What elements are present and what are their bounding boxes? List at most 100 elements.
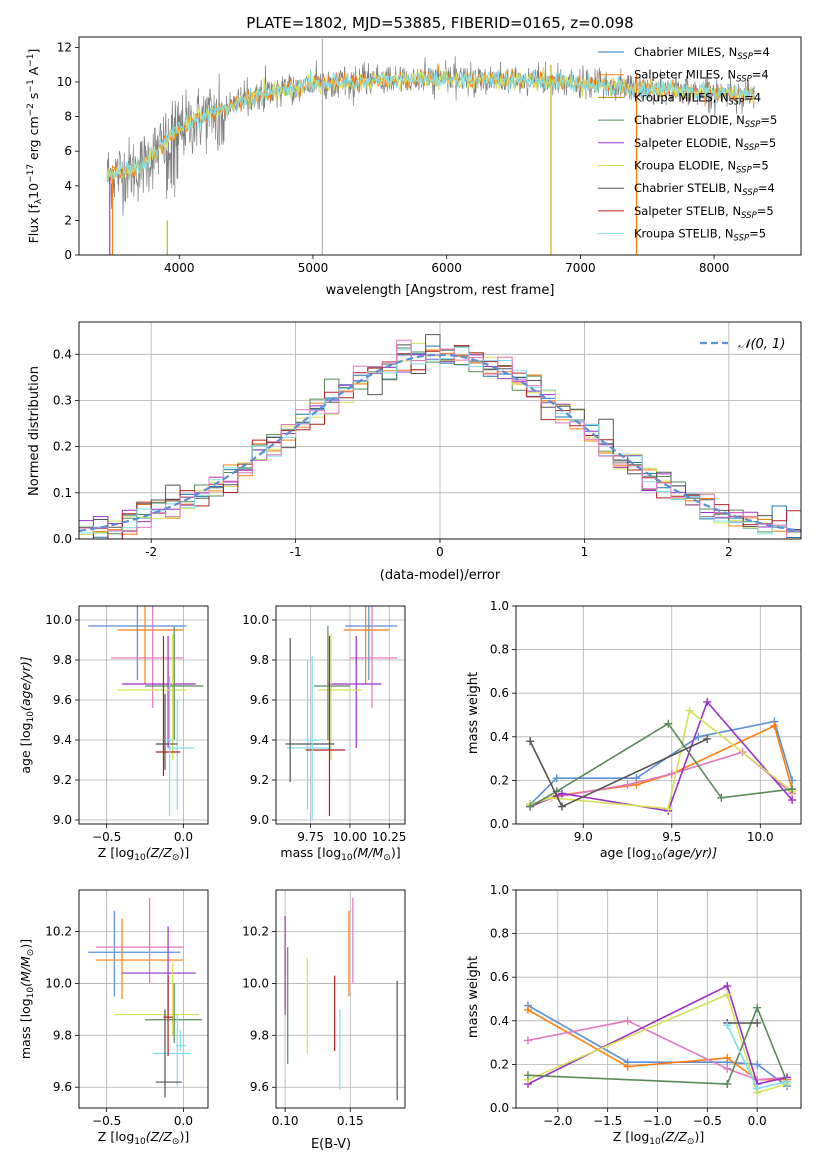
label-part: −1	[26, 79, 36, 92]
label-part: ⊙	[383, 853, 391, 863]
x-tick-label: 4000	[164, 261, 195, 275]
weight-marker	[723, 1053, 732, 1062]
weight-marker	[526, 737, 535, 746]
age-vs-metallicity-panel: −0.5 0.09.09.29.49.69.810.0Z [log10(Z/Z⊙)…	[18, 605, 209, 863]
legend-text: Salpeter ELODIE, N	[634, 136, 744, 150]
weight-marker	[664, 719, 673, 728]
y-tick-label: 0	[64, 248, 72, 262]
y-tick-label: 10.0	[242, 976, 269, 990]
weight-marker	[523, 1005, 532, 1014]
weight-marker	[723, 1021, 732, 1030]
y-tick-label: 1.0	[490, 599, 509, 613]
x-tick-label: 10.00	[333, 830, 367, 844]
label-part: ⊙	[687, 1137, 695, 1147]
axes-frame	[515, 605, 802, 825]
label-part: Flux [f	[26, 204, 41, 244]
legend-value: =5	[749, 227, 766, 241]
ebv-xlabel: E(B-V)	[311, 1137, 351, 1152]
weight-marker	[526, 802, 535, 811]
x-tick-label: −0.5	[92, 1114, 121, 1128]
plot-area	[79, 606, 208, 824]
axes-frame	[78, 36, 802, 256]
x-tick-label: 1	[581, 545, 589, 559]
x-tick-label: 0.0	[174, 830, 193, 844]
y-tick-label: 0.0	[490, 817, 509, 831]
legend-value: =4	[753, 45, 770, 59]
legend-entry: Chabrier STELIB, NSSP=4	[634, 181, 775, 198]
y-tick-label: 6	[64, 144, 72, 158]
weight-marker	[703, 734, 712, 743]
legend-text: Salpeter STELIB, N	[634, 204, 741, 218]
panel-ylabel: mass [log10(M/M⊙)]	[18, 939, 36, 1059]
x-tick-label: 0	[436, 545, 444, 559]
y-tick-label: 9.8	[250, 1028, 269, 1042]
residuals-ylabel: Normed distribution	[27, 366, 42, 496]
legend-entry: Kroupa MILES, NSSP=4	[634, 90, 761, 107]
legend-entry: Salpeter ELODIE, NSSP=5	[634, 136, 776, 153]
label-part: Z [log	[98, 1129, 134, 1144]
model-spectrum	[107, 67, 755, 182]
label-part: 10	[651, 853, 663, 863]
plot-area	[516, 606, 801, 824]
label-part: 10	[26, 987, 36, 999]
weight-marker	[703, 697, 712, 706]
weight-line	[529, 720, 793, 805]
x-tick-label: −1.0	[643, 1114, 672, 1128]
label-part: age [log	[600, 845, 651, 860]
legend-value: =5	[752, 159, 769, 173]
spectrum-xlabel: wavelength [Angstrom, rest frame]	[326, 283, 555, 298]
weight-marker	[623, 1016, 632, 1025]
y-tick-label: 2	[64, 213, 72, 227]
mass-vs-ebv-panel: E(B-V) 0.10 0.15 9.6 9.8 10.0 10.2	[242, 889, 406, 1152]
x-tick-label: 2	[725, 545, 733, 559]
label-part: 10	[134, 853, 146, 863]
x-tick-label: −0.5	[92, 830, 121, 844]
label-part: )]	[179, 845, 189, 860]
legend-sub: SSP	[729, 97, 745, 107]
mass-weight-vs-metallicity-panel: mass weight −2.0 −1.5 −1.0 −0.5 0.0 0.0 0.2 0.4…	[466, 883, 802, 1147]
y-tick-label: 0.4	[53, 347, 72, 361]
weight-line	[527, 984, 788, 1085]
weight-marker	[753, 1003, 762, 1012]
label-part: (Z/Z	[661, 1129, 688, 1144]
legend-entry: Chabrier MILES, NSSP=4	[634, 45, 770, 62]
weight-marker	[694, 732, 703, 741]
weight-marker	[723, 1080, 732, 1089]
x-tick-label: 9.5	[662, 830, 681, 844]
legend-text: Chabrier ELODIE, N	[634, 113, 745, 127]
weight-marker	[523, 1071, 532, 1080]
label-part: )]	[18, 939, 33, 949]
residual-histogram	[79, 334, 801, 532]
legend-text: Kroupa ELODIE, N	[634, 159, 736, 173]
plot-area	[106, 38, 755, 255]
legend-text: Salpeter MILES, N	[634, 68, 736, 82]
weight-marker	[667, 769, 676, 778]
residuals-xlabel: (data-model)/error	[380, 568, 501, 583]
weight-marker	[753, 1084, 762, 1093]
y-tick-label: 10.2	[242, 925, 269, 939]
legend-text: Kroupa STELIB, N	[634, 227, 734, 241]
legend-sub: SSP	[745, 120, 761, 130]
legend-entry: Salpeter MILES, NSSP=4	[634, 68, 769, 85]
legend-sub: SSP	[737, 52, 753, 62]
legend-text: Chabrier STELIB, N	[634, 181, 742, 195]
panel-xlabel: Z [log10(Z/Z⊙)]	[98, 1129, 189, 1147]
residual-histogram	[79, 339, 801, 539]
y-tick-label: 9.4	[250, 733, 269, 747]
legend-text: Kroupa MILES, N	[634, 90, 729, 104]
legend-sub: SSP	[736, 75, 752, 85]
y-tick-label: 1.0	[490, 883, 509, 897]
label-part: )]	[179, 1129, 189, 1144]
legend-value: =5	[757, 204, 774, 218]
weight-marker	[717, 793, 726, 802]
panel-xlabel: mass [log10(M/M⊙)]	[280, 845, 400, 863]
x-tick-label: 7000	[565, 261, 596, 275]
label-part: 10	[26, 711, 36, 723]
label-part: age [log	[18, 722, 33, 773]
label-part: )]	[694, 1129, 704, 1144]
x-tick-label: 5000	[298, 261, 329, 275]
label-part: (age/yr)]	[662, 845, 717, 860]
x-tick-label: −1.5	[593, 1114, 622, 1128]
label-part: −1	[26, 54, 36, 67]
